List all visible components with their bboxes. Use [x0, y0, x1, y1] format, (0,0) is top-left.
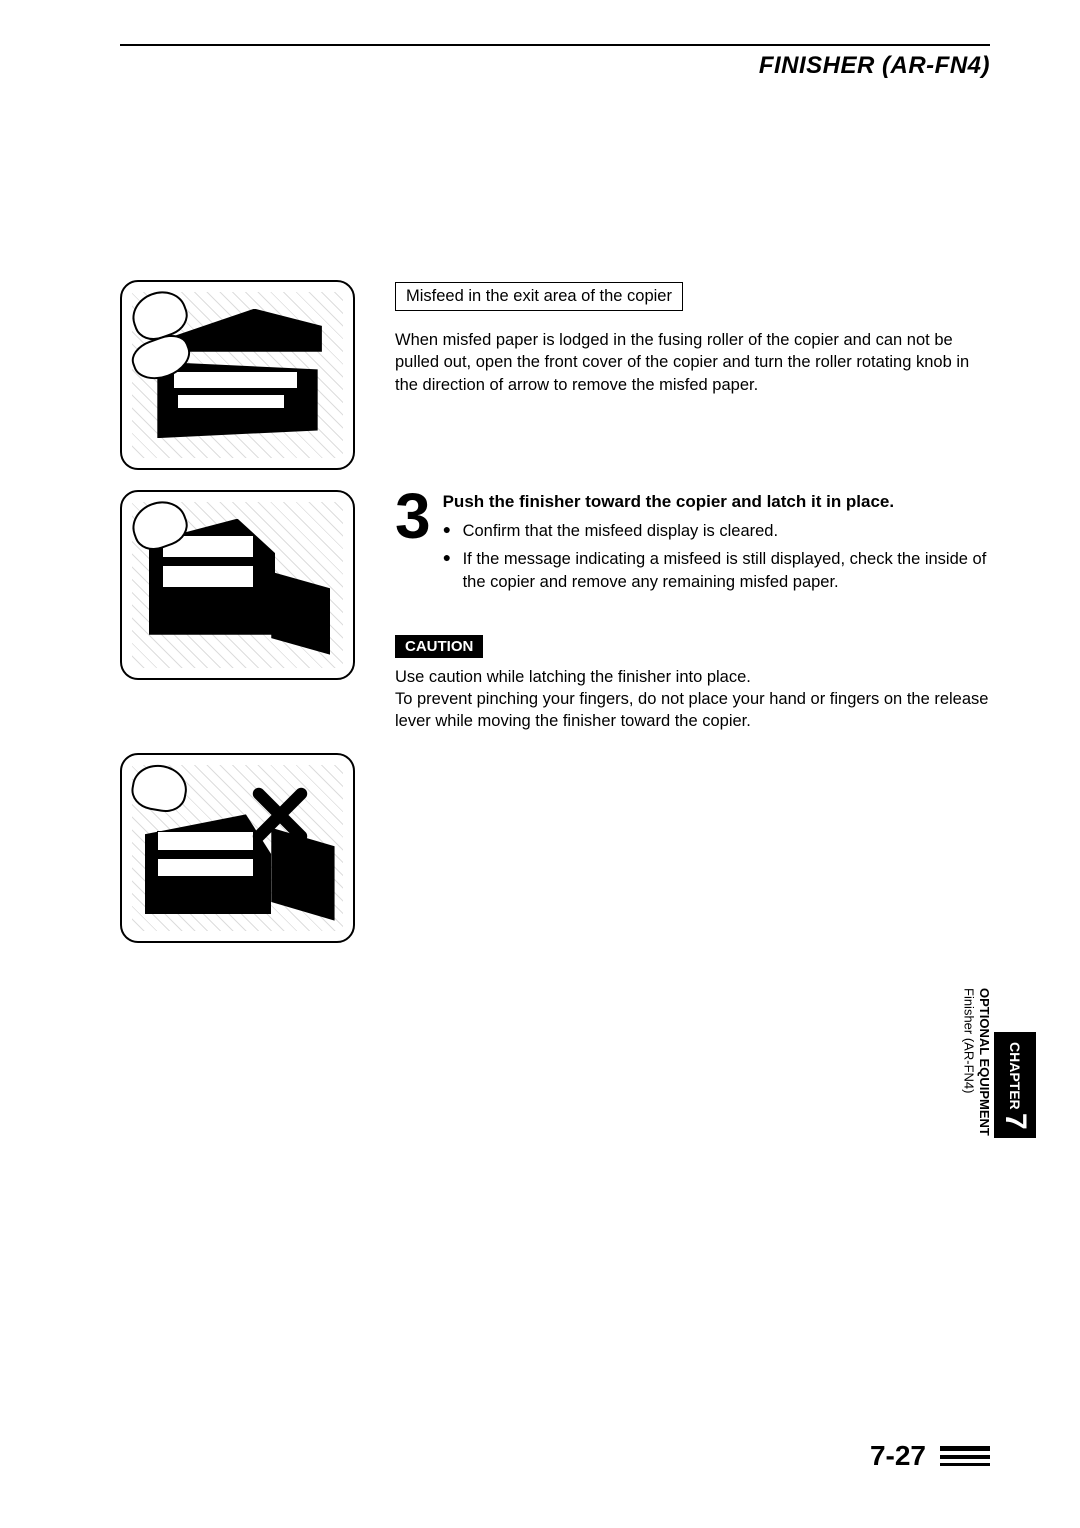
page-title: FINISHER (AR-FN4)	[759, 52, 990, 79]
header-rule	[120, 44, 990, 46]
page-number: 7-27	[870, 1440, 926, 1472]
chapter-tab: CHAPTER 7	[994, 1032, 1036, 1138]
caution-badge: CAUTION	[395, 635, 483, 658]
misfeed-paragraph: When misfed paper is lodged in the fusin…	[395, 329, 990, 396]
side-tab-text: OPTIONAL EQUIPMENT Finisher (AR-FN4)	[961, 988, 992, 1138]
step-bullet: Confirm that the misfeed display is clea…	[443, 520, 990, 542]
caution-line1: Use caution while latching the finisher …	[395, 666, 990, 688]
step-bullet: If the message indicating a misfeed is s…	[443, 548, 990, 593]
chapter-number: 7	[998, 1113, 1032, 1130]
step-title: Push the finisher toward the copier and …	[443, 492, 990, 512]
manual-page: FINISHER (AR-FN4) Misfeed in the exit ar…	[0, 0, 1080, 1528]
caution-line2: To prevent pinching your fingers, do not…	[395, 688, 990, 733]
figure-do-not-pinch	[120, 753, 355, 943]
figure-art	[132, 292, 343, 458]
misfeed-subtitle-box: Misfeed in the exit area of the copier	[395, 282, 683, 311]
figure-push-finisher	[120, 490, 355, 680]
caution-block: CAUTION Use caution while latching the f…	[395, 635, 990, 733]
step-body: Push the finisher toward the copier and …	[443, 492, 990, 599]
misfeed-text: Misfeed in the exit area of the copier W…	[395, 280, 990, 396]
prohibited-x-icon	[249, 783, 311, 845]
page-footer: 7-27	[120, 1440, 990, 1472]
row-warning-figure	[120, 753, 990, 943]
step-row: 3 Push the finisher toward the copier an…	[395, 492, 990, 599]
row-misfeed: Misfeed in the exit area of the copier W…	[120, 280, 990, 470]
page-header: FINISHER (AR-FN4)	[120, 52, 990, 80]
step-bullets: Confirm that the misfeed display is clea…	[443, 520, 990, 593]
side-tab: OPTIONAL EQUIPMENT Finisher (AR-FN4) CHA…	[961, 988, 1036, 1138]
figure-art	[132, 502, 343, 668]
step-number: 3	[395, 488, 431, 546]
side-subtitle: Finisher (AR-FN4)	[961, 988, 976, 1093]
row-step3: 3 Push the finisher toward the copier an…	[120, 490, 990, 733]
side-category: OPTIONAL EQUIPMENT	[977, 988, 992, 1136]
figure-misfeed-exit-area	[120, 280, 355, 470]
footer-bars-icon	[940, 1446, 990, 1466]
step3-text: 3 Push the finisher toward the copier an…	[395, 490, 990, 733]
chapter-label: CHAPTER	[1007, 1042, 1023, 1110]
figure-art	[132, 765, 343, 931]
